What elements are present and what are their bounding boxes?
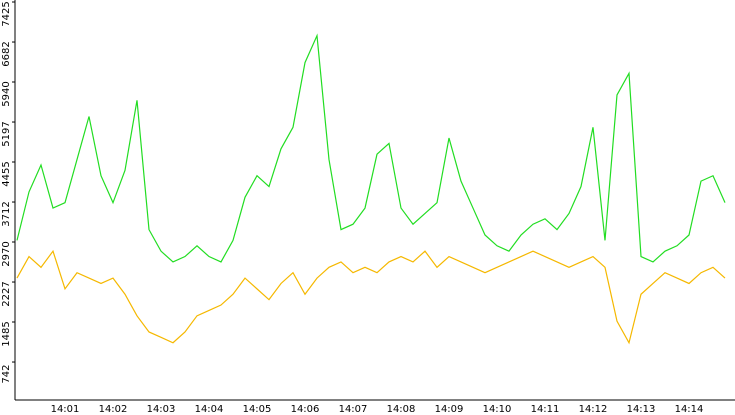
x-tick-label: 14:08 xyxy=(387,404,416,415)
x-tick-label: 14:05 xyxy=(243,404,272,415)
x-tick-label: 14:11 xyxy=(531,404,560,415)
y-tick-label: 5940 xyxy=(1,81,12,106)
y-tick-label: 3712 xyxy=(1,201,12,226)
x-tick-label: 14:12 xyxy=(579,404,608,415)
x-tick-label: 14:02 xyxy=(99,404,128,415)
x-tick-label: 14:13 xyxy=(627,404,656,415)
y-tick-label: 2970 xyxy=(1,241,12,266)
x-tick-label: 14:03 xyxy=(147,404,176,415)
y-tick-label: 5197 xyxy=(1,121,12,146)
x-tick-label: 14:01 xyxy=(51,404,80,415)
x-tick-label: 14:10 xyxy=(483,404,512,415)
x-tick-label: 14:06 xyxy=(291,404,320,415)
y-tick-label: 6682 xyxy=(1,41,12,66)
series-line xyxy=(16,33,726,263)
x-tick-label: 14:14 xyxy=(675,404,704,415)
y-tick-label: 1485 xyxy=(1,321,12,346)
x-tick-label: 14:07 xyxy=(339,404,368,415)
y-tick-label: 4455 xyxy=(1,161,12,186)
y-tick-label: 7425 xyxy=(1,1,12,26)
series-line xyxy=(16,249,726,345)
x-tick-label: 14:09 xyxy=(435,404,464,415)
y-tick-label: 742 xyxy=(1,364,12,383)
x-tick-label: 14:04 xyxy=(195,404,224,415)
y-tick-label: 2227 xyxy=(1,281,12,306)
